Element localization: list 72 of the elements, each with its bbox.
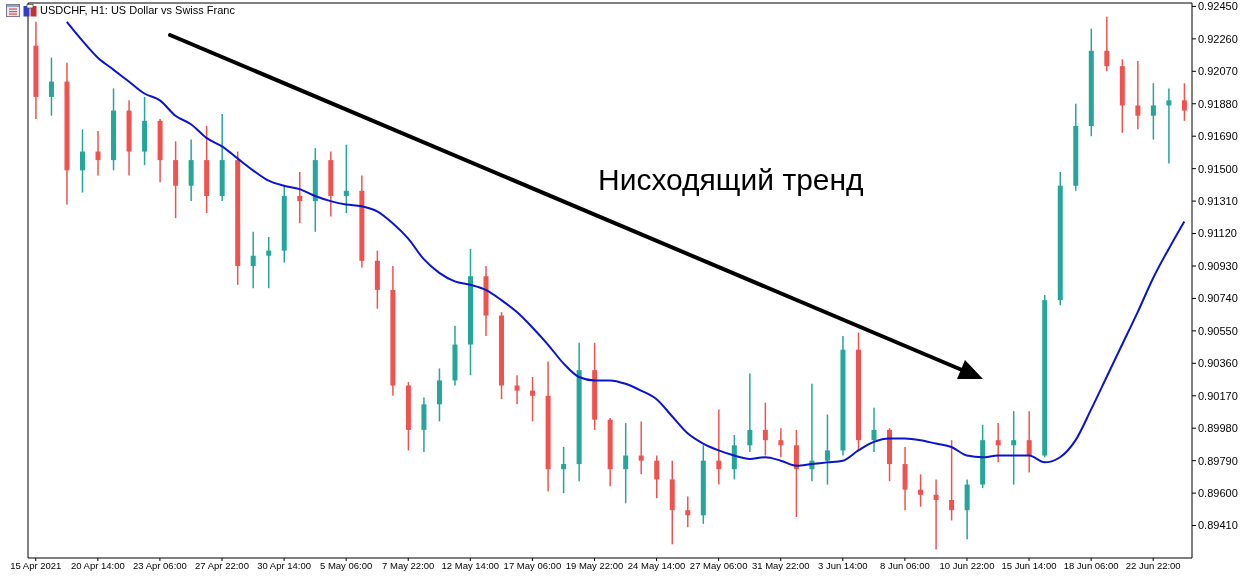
candlestick [1135,60,1141,131]
candlestick [716,408,722,486]
x-tick-label: 24 May 14:00 [627,559,686,571]
x-tick-label: 12 May 14:00 [441,559,500,571]
x-tick-label: 17 May 06:00 [503,559,562,571]
chart-title: USDCHF, H1: US Dollar vs Swiss Franc [40,4,235,17]
y-tick-label: 0.89790 [1198,454,1238,467]
x-tick-label: 15 Apr 2021 [10,559,62,571]
candlestick [933,478,939,551]
y-tick-label: 0.90550 [1198,324,1238,337]
candlestick [731,434,737,481]
candlestick [918,473,924,508]
x-tick-label: 18 Jun 06:00 [1063,559,1119,571]
y-tick-label: 0.90360 [1198,357,1238,370]
x-tick-label: 23 Apr 06:00 [132,559,187,571]
candlestick [623,422,629,505]
candlestick [1011,410,1017,486]
y-tick-label: 0.89410 [1198,519,1238,532]
y-tick-label: 0.91690 [1198,130,1238,143]
x-tick-label: 30 Apr 14:00 [257,559,312,571]
y-tick-label: 0.92450 [1198,0,1238,13]
candlestick [1166,87,1172,165]
candlestick [297,171,303,225]
x-tick-label: 19 May 22:00 [565,559,624,571]
y-tick-label: 0.92260 [1198,32,1238,45]
y-tick-label: 0.89980 [1198,422,1238,435]
candlestick [561,446,567,494]
candlestick [1181,82,1187,122]
candlestick [266,236,272,289]
candlestick [1104,15,1110,73]
candlestick [762,401,768,457]
x-tick-label: 27 May 06:00 [689,559,748,571]
candlestick [95,130,101,177]
annotation: Нисходящий тренд [598,162,864,198]
candlestick [1150,82,1156,141]
x-tick-label: 10 Jun 22:00 [939,559,995,571]
y-tick-label: 0.91120 [1198,227,1237,240]
candlestick [778,427,784,458]
candlestick [514,374,520,406]
y-tick-label: 0.89600 [1198,487,1238,500]
candlestick [638,420,644,476]
x-tick-label: 31 May 22:00 [751,559,810,571]
x-tick-label: 7 May 22:00 [382,559,435,571]
y-tick-label: 0.90740 [1198,292,1238,305]
y-tick-label: 0.90930 [1198,259,1238,272]
candlestick [654,454,660,499]
x-tick-label: 15 Jun 14:00 [1001,559,1057,571]
candlestick [685,495,691,529]
candlestick [747,372,753,453]
candlestick [436,367,442,423]
x-tick-label: 20 Apr 14:00 [70,559,125,571]
candlestick [1026,410,1032,474]
y-tick-label: 0.90170 [1198,389,1238,402]
candlestick [530,376,536,423]
x-tick-label: 8 Jun 06:00 [880,559,930,571]
candlestick [250,231,256,289]
candlestick [48,56,54,117]
x-tick-label: 27 Apr 22:00 [195,559,249,571]
y-tick-label: 0.92070 [1198,65,1238,78]
candlestick [871,406,877,453]
candlestick [793,429,799,518]
y-tick-label: 0.91880 [1198,97,1238,110]
candlestick [343,143,349,214]
x-tick-label: 5 May 06:00 [320,559,373,571]
candlestick [949,439,955,522]
candlestick [824,413,830,486]
y-tick-label: 0.91500 [1198,162,1238,175]
y-tick-label: 0.91310 [1198,195,1238,207]
x-tick-label: 3 Jun 14:00 [817,559,868,571]
candlestick [995,422,1001,464]
x-tick-label: 22 Jun 22:00 [1125,559,1181,571]
candlestick [79,128,85,194]
